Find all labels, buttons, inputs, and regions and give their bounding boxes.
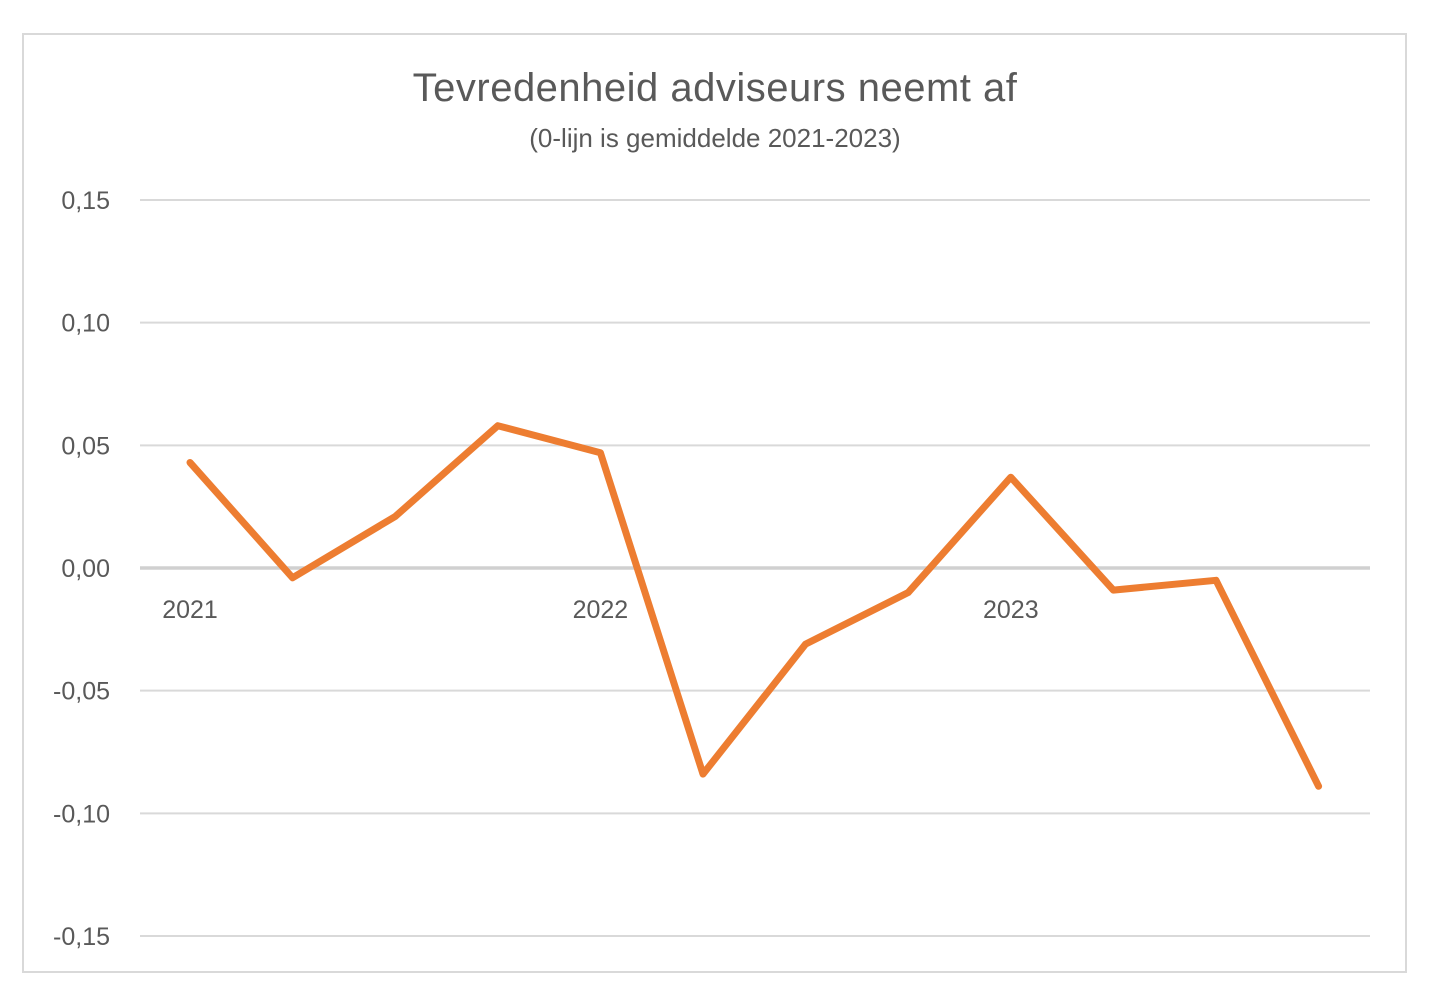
y-tick-label: 0,05 [61, 432, 110, 460]
y-axis-tick-labels: 0,15 0,10 0,05 0,00 -0,05 -0,10 -0,15 [53, 187, 110, 951]
y-tick-label: -0,10 [53, 800, 110, 828]
y-tick-label: -0,05 [53, 678, 110, 706]
y-tick-label: 0,00 [61, 555, 110, 583]
chart-title: Tevredenheid adviseurs neemt af [412, 66, 1018, 110]
y-tick-label: 0,15 [61, 187, 110, 215]
x-tick-label: 2023 [983, 596, 1039, 624]
gridlines [140, 199, 1370, 937]
chart-subtitle: (0-lijn is gemiddelde 2021-2023) [529, 123, 901, 153]
y-tick-label: 0,10 [61, 310, 110, 338]
series-line [186, 422, 1323, 790]
y-tick-label: -0,15 [53, 923, 110, 951]
chart-frame [22, 33, 1407, 973]
series-group [186, 422, 1323, 790]
x-tick-label: 2022 [573, 596, 629, 624]
x-axis-tick-labels: 2021 2022 2023 [162, 596, 1038, 624]
x-tick-label: 2021 [162, 596, 218, 624]
